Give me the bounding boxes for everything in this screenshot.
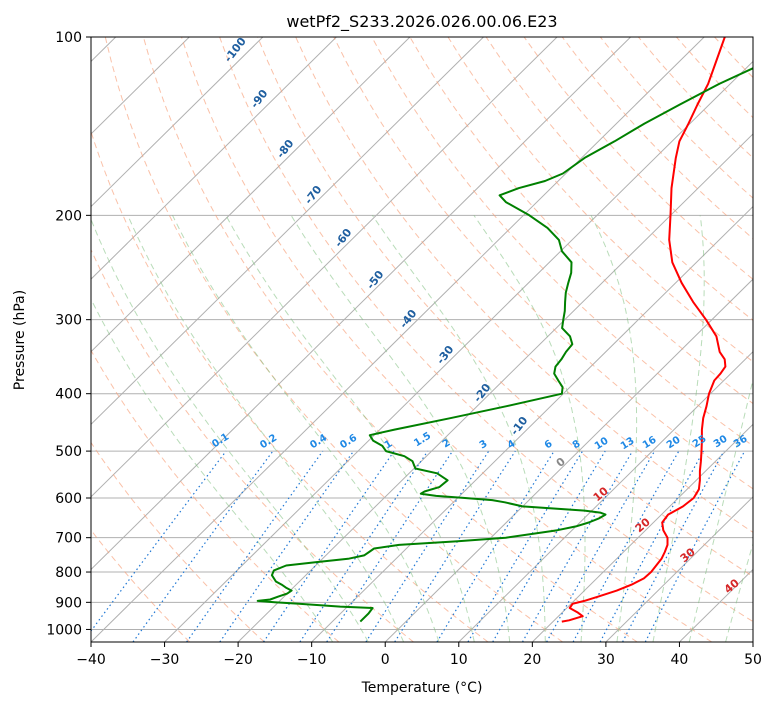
plot-frame xyxy=(91,37,753,642)
x-tick-label: 50 xyxy=(744,652,762,668)
mixing-ratio-label: 13 xyxy=(619,436,637,453)
moist-adiabat-label: 10 xyxy=(591,484,611,504)
dry-adiabat-label: -50 xyxy=(364,268,387,292)
moist-adiabat-label: 20 xyxy=(633,515,653,535)
mixing-ratio-label: 0.6 xyxy=(338,433,359,452)
y-tick-label: 400 xyxy=(55,387,82,403)
isotherm-gridline xyxy=(0,37,484,642)
mixing-ratio-line xyxy=(83,451,226,642)
mixing-ratio-label: 20 xyxy=(665,435,683,452)
y-axis-label: Pressure (hPa) xyxy=(12,290,28,390)
x-tick-label: −30 xyxy=(150,652,180,668)
mixing-ratio-label: 6 xyxy=(543,438,555,451)
y-tick-label: 100 xyxy=(55,30,82,46)
x-tick-label: 40 xyxy=(671,652,689,668)
y-tick-label: 600 xyxy=(55,491,82,507)
dewpoint-profile-line xyxy=(258,37,775,622)
mixing-ratio-label: 1.5 xyxy=(412,431,433,450)
dry-adiabat-line xyxy=(0,37,190,642)
isotherm-gridline xyxy=(91,37,704,642)
dry-adiabat-line xyxy=(334,37,775,642)
dry-adiabat-label: -70 xyxy=(302,183,325,207)
moist-adiabat-label: 0 xyxy=(554,455,568,470)
dry-adiabat-line xyxy=(753,37,775,642)
dry-adiabat-line xyxy=(638,37,775,642)
x-tick-label: 20 xyxy=(523,652,541,668)
dry-adiabat-label: -100 xyxy=(222,35,249,65)
y-tick-label: 800 xyxy=(55,565,82,581)
dry-adiabat-label: -60 xyxy=(332,226,355,250)
x-tick-label: −40 xyxy=(76,652,106,668)
dry-adiabat-line xyxy=(524,37,775,642)
mixing-ratio-line xyxy=(220,451,354,642)
mixing-ratio-label: 25 xyxy=(691,434,709,451)
chart-title: wetPf2_S233.2026.026.00.06.E23 xyxy=(286,12,557,32)
dry-adiabat-label: -30 xyxy=(434,343,457,367)
mixing-ratio-label: 0.2 xyxy=(258,433,279,452)
dry-adiabat-line xyxy=(562,37,775,642)
moist-adiabat-line xyxy=(226,215,474,642)
dry-adiabat-line xyxy=(715,37,775,642)
x-axis-label: Temperature (°C) xyxy=(361,680,483,696)
x-tick-label: 30 xyxy=(597,652,615,668)
mixing-ratio-label: 2 xyxy=(441,437,453,450)
dry-adiabat-label: -80 xyxy=(274,137,297,161)
y-tick-label: 300 xyxy=(55,313,82,329)
x-tick-label: −10 xyxy=(297,652,327,668)
mixing-ratio-label: 16 xyxy=(641,435,659,452)
mixing-ratio-line xyxy=(547,451,655,642)
moist-adiabat-line xyxy=(56,215,333,642)
isotherm-gridline xyxy=(0,37,189,642)
x-tick-label: 0 xyxy=(381,652,390,668)
isotherm-gridline xyxy=(532,37,775,642)
dry-adiabat-line xyxy=(296,37,775,642)
mixing-ratio-label: 0.4 xyxy=(308,433,329,452)
moist-adiabat-label: 30 xyxy=(678,545,698,565)
dry-adiabat-line xyxy=(29,37,413,642)
mixing-ratio-label: 10 xyxy=(593,436,611,453)
y-tick-label: 200 xyxy=(55,208,82,224)
dry-adiabat-label: -20 xyxy=(471,381,494,405)
mixing-ratio-line xyxy=(645,451,744,642)
dry-adiabat-label: -40 xyxy=(397,307,420,331)
isotherm-gridline xyxy=(17,37,630,642)
y-tick-label: 500 xyxy=(55,444,82,460)
mixing-ratio-label: 36 xyxy=(732,434,750,451)
x-tick-label: 10 xyxy=(450,652,468,668)
mixing-ratio-label: 3 xyxy=(478,438,490,451)
mixing-ratio-line xyxy=(133,451,273,642)
mixing-ratio-label: 30 xyxy=(712,434,730,451)
isotherm-gridline xyxy=(0,37,336,642)
mixing-ratio-line xyxy=(573,451,679,642)
isotherm-gridline xyxy=(459,37,775,642)
isotherm-gridline xyxy=(753,37,775,642)
y-tick-label: 1000 xyxy=(46,622,82,638)
isotherm-gridline xyxy=(0,37,410,642)
dry-adiabat-line xyxy=(143,37,637,642)
x-tick-label: −20 xyxy=(223,652,253,668)
isotherm-gridline xyxy=(312,37,775,642)
y-tick-label: 900 xyxy=(55,595,82,611)
dry-adiabat-line xyxy=(0,37,339,642)
dry-adiabat-line xyxy=(67,37,488,642)
mixing-ratio-line xyxy=(187,451,323,642)
mixing-ratio-line xyxy=(395,451,516,642)
isotherm-gridline xyxy=(0,37,557,642)
dry-adiabat-label: -90 xyxy=(248,87,271,111)
mixing-ratio-line xyxy=(468,451,583,642)
y-tick-label: 700 xyxy=(55,531,82,547)
moist-adiabat-line xyxy=(128,215,404,642)
